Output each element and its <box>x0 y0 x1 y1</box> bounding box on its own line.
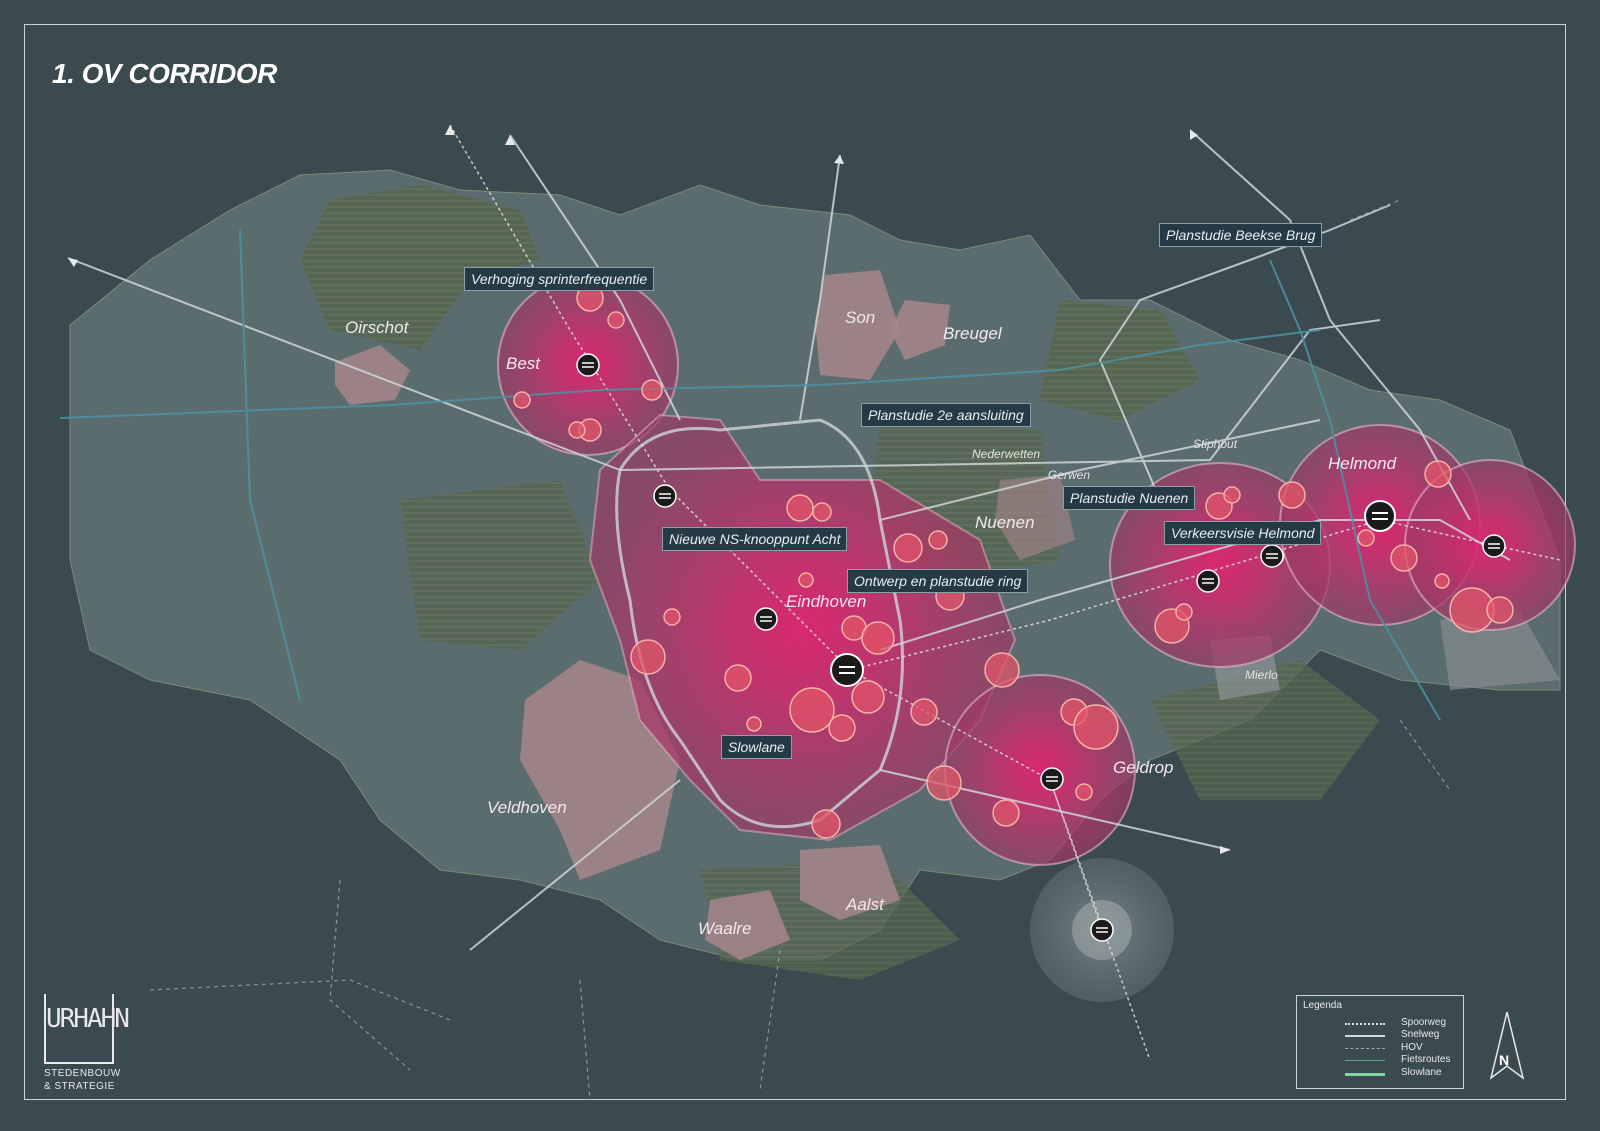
legend-swatch <box>1345 1048 1385 1049</box>
place-label-geldrop: Geldrop <box>1113 758 1174 777</box>
legend-label: Spoorweg <box>1401 1017 1447 1028</box>
place-label-helmond: Helmond <box>1328 454 1397 473</box>
station-brandevoort-icon <box>1196 569 1220 593</box>
place-label-stiphout: Stiphout <box>1193 437 1238 451</box>
callout-2e-aansluiting[interactable]: Planstudie 2e aansluiting <box>861 403 1031 427</box>
place-label-nederwetten: Nederwetten <box>972 447 1041 461</box>
station-eindhoven-centraal-icon <box>830 653 864 687</box>
legend-label: Snelweg <box>1401 1029 1440 1040</box>
legend-item-snelweg: Snelweg <box>1317 1029 1457 1042</box>
map-legend: Legenda Spoorweg Snelweg HOV Fietsroutes… <box>1296 995 1464 1089</box>
legend-label: Slowlane <box>1401 1067 1442 1078</box>
bike-routes <box>59 229 1441 721</box>
station-geldrop-icon <box>1040 767 1064 791</box>
legend-swatch <box>1345 1023 1385 1025</box>
legend-swatch <box>1345 1060 1385 1061</box>
place-label-oirschot: Oirschot <box>345 318 409 337</box>
logo-line-1: STEDENBOUW <box>44 1068 121 1079</box>
legend-title: Legenda <box>1303 1000 1342 1011</box>
place-label-eindhoven: Eindhoven <box>786 592 867 611</box>
legend-item-hov: HOV <box>1317 1042 1457 1055</box>
station-acht-icon <box>653 484 677 508</box>
amenity-markers <box>513 284 1514 839</box>
station-helmond-icon <box>1364 500 1396 532</box>
green-zone <box>300 185 540 350</box>
built-area-nuenen <box>995 475 1075 560</box>
north-arrow-icon: N <box>1488 1010 1526 1080</box>
place-label-son: Son <box>845 308 876 327</box>
train-stations[interactable] <box>576 353 1506 942</box>
logo-mark: URHAHN <box>46 1004 130 1034</box>
railways <box>449 124 1561 1061</box>
legend-label: HOV <box>1401 1042 1423 1053</box>
green-zone <box>400 480 600 650</box>
route-arrows <box>68 125 1230 854</box>
callout-slowlane[interactable]: Slowlane <box>721 735 792 759</box>
station-helmond-brouwhuis-icon <box>1260 544 1284 568</box>
station-helmond-oost-icon <box>1482 534 1506 558</box>
station-best-icon <box>576 353 600 377</box>
callout-planstudie-ring[interactable]: Ontwerp en planstudie ring <box>847 569 1029 593</box>
legend-item-slowlane: Slowlane <box>1317 1067 1457 1080</box>
legend-item-fietsroutes: Fietsroutes <box>1317 1054 1457 1067</box>
green-zone <box>1150 660 1380 800</box>
place-label-veldhoven: Veldhoven <box>487 798 567 817</box>
influence-zone-geldrop <box>944 674 1136 866</box>
place-label-gerwen: Gerwen <box>1048 468 1091 482</box>
urhahn-logo: URHAHN STEDENBOUW & STRATEGIE <box>44 994 130 1094</box>
callout-beekse-brug[interactable]: Planstudie Beekse Brug <box>1159 223 1323 247</box>
hov-routes <box>149 199 1451 1101</box>
place-label-best: Best <box>506 354 541 373</box>
legend-label: Fietsroutes <box>1401 1054 1451 1065</box>
callout-verkeersvisie-helmond[interactable]: Verkeersvisie Helmond <box>1164 521 1322 545</box>
callout-planstudie-nuenen[interactable]: Planstudie Nuenen <box>1063 486 1196 510</box>
built-area-breugel <box>890 300 950 360</box>
legend-item-spoorweg: Spoorweg <box>1317 1017 1457 1030</box>
place-label-breugel: Breugel <box>943 324 1002 343</box>
station-future-icon <box>1090 918 1114 942</box>
page-title: 1. OV CORRIDOR <box>52 58 277 89</box>
callout-sprinterfrequentie[interactable]: Verhoging sprinterfrequentie <box>464 267 655 291</box>
logo-line-2: & STRATEGIE <box>44 1081 115 1092</box>
built-area-aalst <box>800 845 900 920</box>
legend-swatch <box>1345 1073 1385 1076</box>
place-label-waalre: Waalre <box>698 919 752 938</box>
built-area-waalre <box>705 890 790 960</box>
legend-swatch <box>1345 1035 1385 1037</box>
place-label-mierlo: Mierlo <box>1245 668 1278 682</box>
place-label-aalst: Aalst <box>846 895 884 914</box>
highways <box>67 129 1511 951</box>
place-label-nuenen: Nuenen <box>975 513 1035 532</box>
logo-frame <box>44 994 114 1064</box>
callout-ns-knooppunt-acht[interactable]: Nieuwe NS-knooppunt Acht <box>662 527 848 551</box>
built-area-son <box>815 270 900 380</box>
north-label: N <box>1499 1052 1510 1068</box>
station-strijp-icon <box>754 607 778 631</box>
